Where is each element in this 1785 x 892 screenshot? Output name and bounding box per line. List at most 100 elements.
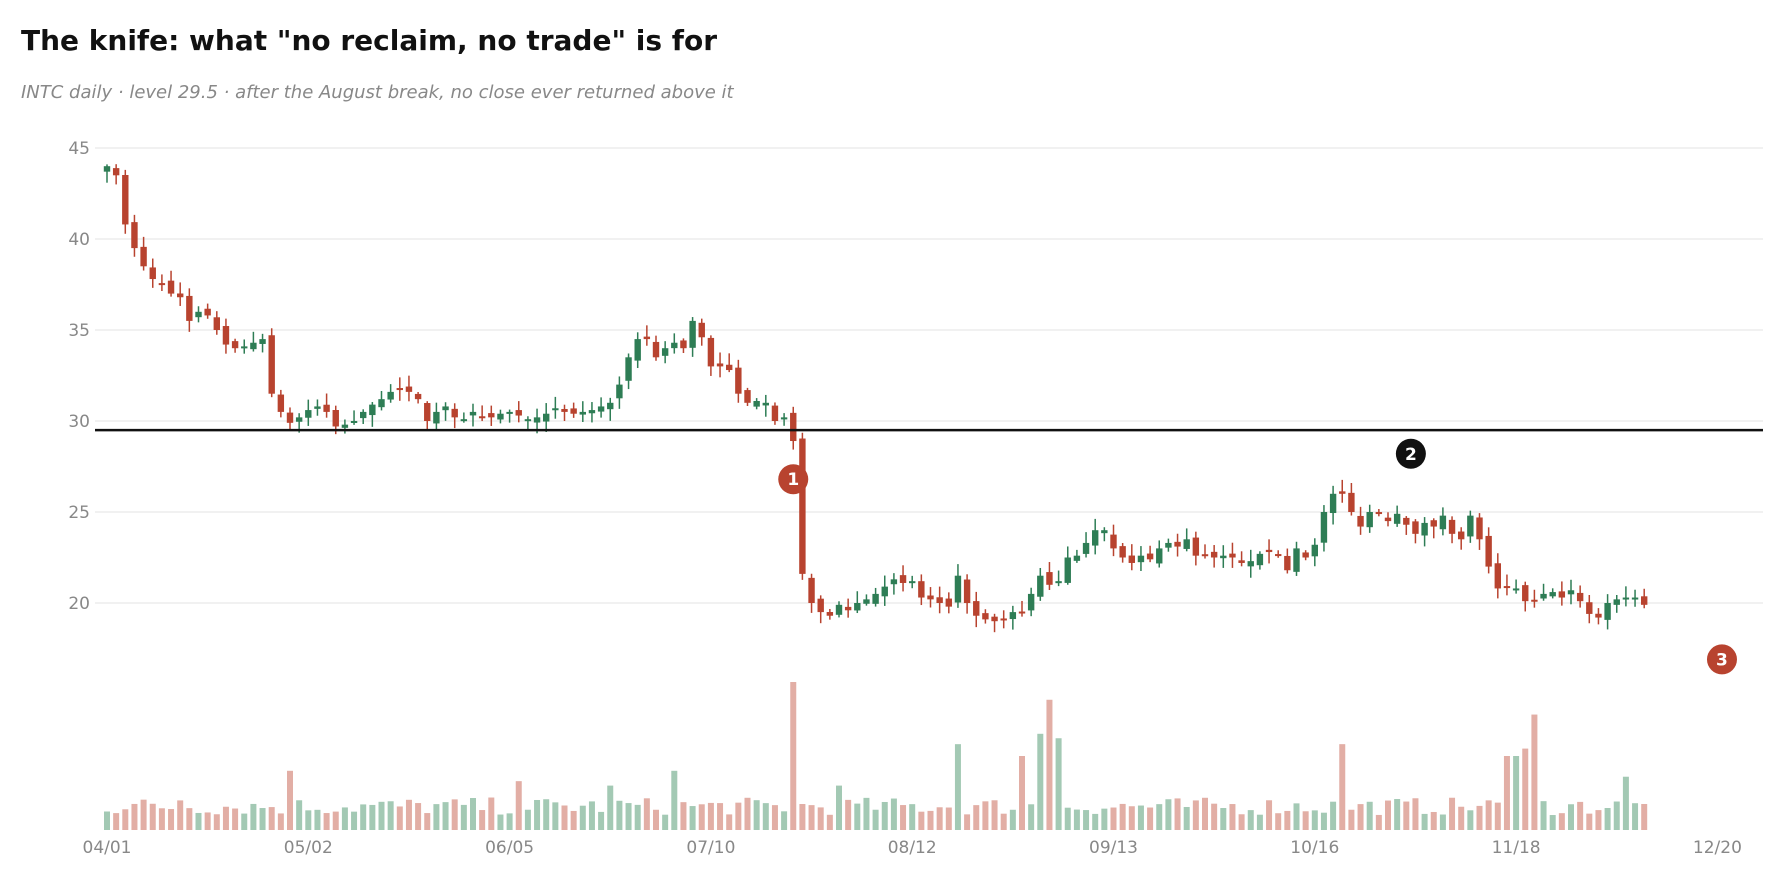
volume-bar (387, 801, 394, 830)
volume-bar (1110, 807, 1117, 830)
gridlines (95, 147, 1763, 604)
volume-bar (1522, 748, 1529, 830)
candle-body (1201, 554, 1209, 557)
candle-body (1073, 555, 1081, 561)
volume-bar (1028, 804, 1035, 830)
candle-body (1238, 560, 1245, 563)
candle-body (744, 390, 751, 403)
volume-bar (442, 802, 449, 830)
volume-bar (991, 800, 998, 830)
candle-body (259, 339, 266, 344)
candle-body (936, 597, 943, 603)
volume-bar (863, 797, 870, 830)
candle-body (1027, 593, 1035, 611)
volume-bar (1009, 809, 1016, 830)
candle-body (1101, 530, 1108, 534)
volume-bar (268, 807, 275, 830)
candle-body (1146, 553, 1154, 560)
candle-body (1558, 591, 1566, 598)
volume-bar (662, 814, 669, 830)
candle-body (881, 586, 888, 597)
candle-body (268, 335, 275, 394)
volume-bar (808, 805, 815, 830)
candle-body (634, 339, 641, 361)
candle-body (1522, 585, 1529, 602)
volume-bar (1531, 714, 1538, 830)
volume-bar (973, 805, 980, 830)
candle-body (918, 581, 925, 598)
candle-body (369, 404, 376, 416)
volume-bar (1174, 798, 1181, 830)
candle-body (1247, 561, 1254, 567)
candle-body (1284, 555, 1291, 571)
volume-bar (909, 804, 916, 830)
candle-body (726, 364, 733, 371)
candle-body (1458, 531, 1465, 540)
candle-body (414, 393, 422, 400)
volume-bar (323, 813, 330, 830)
candle-body (533, 417, 541, 423)
volume-bar (1430, 811, 1437, 830)
volume-bar (259, 808, 266, 830)
candle-body (1110, 534, 1117, 549)
volume-bars (104, 682, 1648, 830)
candle-body (433, 411, 440, 424)
candle-body (1622, 597, 1630, 600)
volume-bar (890, 798, 897, 830)
candle-body (570, 408, 577, 414)
candle-body (1311, 544, 1318, 557)
candle-body (1055, 581, 1062, 584)
volume-bar (1540, 801, 1547, 830)
candle-body (872, 593, 879, 604)
volume-bar (588, 801, 595, 830)
volume-bar (817, 807, 824, 830)
volume-bar (1330, 801, 1337, 830)
volume-bar (1202, 797, 1208, 830)
candle-body (863, 599, 870, 604)
volume-bar (634, 804, 641, 830)
volume-bar (1211, 803, 1218, 830)
volume-bar (250, 803, 257, 830)
x-tick-label: 12/20 (1693, 838, 1742, 858)
candle-body (927, 595, 934, 600)
volume-bar (1101, 808, 1108, 830)
candle-body (643, 336, 651, 340)
volume-bar (826, 814, 833, 830)
x-tick-label: 05/02 (284, 838, 333, 858)
candle-body (1009, 612, 1017, 620)
y-tick-label: 20 (68, 594, 90, 614)
candle-body (1430, 520, 1437, 527)
candle-body (524, 419, 532, 422)
volume-bar (1558, 813, 1565, 830)
volume-bar (799, 804, 806, 830)
volume-bar (607, 785, 614, 830)
volume-bar (616, 800, 623, 830)
volume-bar (1275, 813, 1282, 830)
candle-body (277, 394, 285, 412)
candle-body (360, 411, 367, 419)
candle-body (177, 293, 184, 298)
volume-bar (1641, 803, 1648, 830)
volume-bar (168, 809, 175, 830)
volume-bar (213, 814, 220, 830)
candle-body (1174, 541, 1181, 547)
candle-body (1503, 586, 1511, 589)
candle-body (1119, 546, 1126, 558)
volume-bar (1083, 810, 1090, 830)
candle-body (543, 413, 550, 422)
candle-body (332, 410, 339, 427)
candle-body (1192, 537, 1200, 556)
volume-bar (1449, 797, 1456, 830)
candle-body (945, 598, 952, 607)
x-tick-label: 10/16 (1290, 838, 1339, 858)
y-tick-label: 40 (68, 230, 90, 250)
volume-bar (945, 807, 952, 830)
candle-body (625, 357, 632, 381)
candle-body (1485, 535, 1492, 567)
candle-body (1183, 539, 1190, 549)
candle-body (771, 405, 779, 421)
volume-bar (698, 804, 705, 830)
volume-bar (1549, 815, 1556, 830)
candle-body (1467, 515, 1474, 537)
volume-bar (314, 809, 321, 830)
